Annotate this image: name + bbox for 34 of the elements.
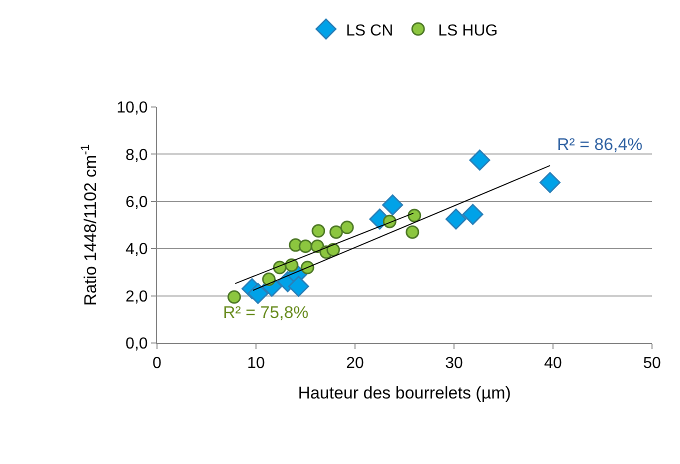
x-tick-label: 30 (445, 355, 463, 372)
point (262, 272, 276, 286)
legend-label: LS HUG (438, 22, 498, 40)
x-axis-title: Hauteur des bourrelets (µm) (298, 384, 511, 403)
annotation: R² = 86,4% (557, 135, 643, 154)
point (284, 258, 298, 272)
y-tick-label: 0,0 (126, 336, 148, 353)
point (406, 225, 420, 239)
point (382, 194, 404, 216)
y-tick-label: 4,0 (126, 241, 148, 258)
point (340, 220, 354, 234)
point (298, 239, 312, 253)
x-tick-label: 10 (247, 355, 265, 372)
point (288, 276, 310, 297)
point (469, 150, 490, 171)
point (408, 208, 422, 222)
point (329, 225, 343, 239)
point (227, 290, 241, 304)
y-tick-label: 10,0 (116, 100, 148, 117)
y-tick-label: 2,0 (126, 288, 148, 306)
legend-label: LS CN (346, 22, 394, 40)
x-tick-label: 50 (643, 355, 661, 372)
x-tick-label: 20 (346, 355, 364, 372)
x-tick-label: 40 (544, 355, 562, 372)
annotation: R² = 75,8% (223, 303, 309, 322)
point (247, 282, 268, 304)
point (445, 208, 466, 230)
point (462, 204, 484, 225)
y-tick-label: 6,0 (126, 194, 148, 211)
point (312, 224, 326, 238)
point (326, 243, 340, 257)
point (540, 172, 561, 194)
x-tick-label: 0 (152, 355, 162, 372)
y-tick-label: 8,0 (126, 146, 148, 164)
